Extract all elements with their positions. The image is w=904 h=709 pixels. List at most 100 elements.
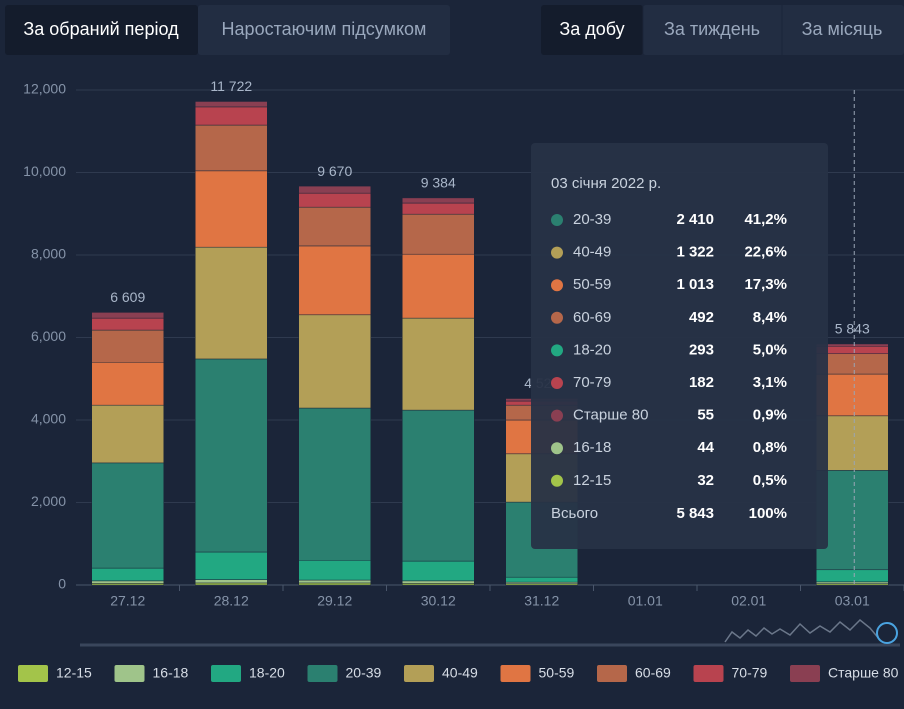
tooltip-value: 2 410 bbox=[676, 211, 714, 228]
tooltip-dot bbox=[551, 246, 563, 259]
tab[interactable]: За обраний період bbox=[23, 19, 179, 39]
tab[interactable]: За тиждень bbox=[664, 19, 760, 39]
tooltip-bg bbox=[531, 143, 828, 549]
bar-segment bbox=[402, 197, 475, 204]
tooltip-dot bbox=[551, 214, 563, 226]
tooltip-title: 03 січня 2022 р. bbox=[551, 175, 661, 192]
legend-swatch bbox=[211, 665, 241, 682]
bar-segment bbox=[298, 314, 371, 409]
bar-segment bbox=[816, 470, 889, 571]
tooltip-percent: 0,9% bbox=[753, 407, 787, 424]
total-label: 6 609 bbox=[110, 289, 145, 305]
tooltip-value: 492 bbox=[689, 309, 714, 326]
tooltip-name: 12-15 bbox=[573, 472, 611, 489]
y-tick-label: 2,000 bbox=[31, 493, 66, 509]
bar-segment bbox=[195, 106, 268, 126]
legend-label: 18-20 bbox=[249, 665, 285, 681]
bar-segment bbox=[298, 206, 371, 247]
tooltip-dot bbox=[551, 311, 563, 324]
tooltip-value: 32 bbox=[697, 472, 714, 489]
bar-segment bbox=[402, 409, 475, 562]
legend-swatch bbox=[114, 665, 145, 682]
bar-segment bbox=[505, 576, 578, 583]
y-tick-label: 12,000 bbox=[23, 81, 66, 97]
navigator-handle[interactable] bbox=[876, 622, 898, 644]
tooltip-percent: 5,0% bbox=[753, 341, 787, 358]
legend: 12-15 16-18 18-20 20-39 40-49 50-59 60-69 70-79… bbox=[18, 665, 899, 682]
navigator-line bbox=[724, 618, 881, 643]
bar-segment bbox=[91, 329, 164, 363]
legend-swatch bbox=[597, 665, 627, 682]
legend-label: 12-15 bbox=[56, 665, 92, 681]
bar-segment bbox=[195, 358, 268, 553]
legend-label: 50-59 bbox=[539, 665, 575, 681]
tooltip-value: 293 bbox=[689, 341, 714, 358]
bar-segment bbox=[195, 101, 268, 108]
tooltip-percent: 0,8% bbox=[753, 439, 787, 456]
legend-swatch bbox=[790, 665, 820, 682]
legend-label: 70-79 bbox=[732, 665, 768, 681]
y-tick-label: 8,000 bbox=[31, 246, 66, 262]
tooltip-value: 1 322 bbox=[676, 244, 714, 261]
y-tick-label: 10,000 bbox=[23, 163, 66, 179]
y-tick-label: 4,000 bbox=[31, 411, 66, 427]
legend-swatch bbox=[18, 665, 48, 682]
legend-swatch bbox=[500, 665, 531, 682]
x-tick-label: 27.12 bbox=[110, 593, 145, 609]
bar-segment bbox=[298, 582, 371, 586]
tooltip-name: 20-39 bbox=[573, 211, 611, 228]
bar-segment bbox=[195, 582, 268, 586]
tab[interactable]: За добу bbox=[559, 19, 624, 39]
legend-label: 20-39 bbox=[346, 665, 382, 681]
bar-segment bbox=[298, 245, 371, 316]
y-tick-label: 6,000 bbox=[31, 328, 66, 344]
x-tick-label: 29.12 bbox=[317, 593, 352, 609]
tooltip-total-name: Всього bbox=[551, 505, 598, 522]
tooltip-dot bbox=[551, 474, 563, 487]
tab-bg bbox=[541, 5, 643, 55]
x-tick-label: 30.12 bbox=[421, 593, 456, 609]
navigator bbox=[80, 618, 900, 647]
x-tick-label: 02.01 bbox=[731, 593, 766, 609]
bar-segment bbox=[195, 246, 268, 360]
bar-segment bbox=[91, 580, 164, 584]
tooltip-dot bbox=[551, 409, 563, 422]
total-label: 9 670 bbox=[317, 163, 352, 179]
bar-segment bbox=[91, 404, 164, 464]
x-tick-label: 03.01 bbox=[835, 593, 870, 609]
total-label: 9 384 bbox=[421, 175, 456, 191]
tooltip-name: 70-79 bbox=[573, 374, 611, 391]
tab[interactable]: Наростаючим підсумком bbox=[222, 19, 427, 39]
tooltip-name: 40-49 bbox=[573, 244, 611, 261]
legend-swatch bbox=[693, 665, 724, 682]
x-tick-label: 28.12 bbox=[214, 593, 249, 609]
bar-segment bbox=[298, 579, 371, 584]
tooltip: 03 січня 2022 р. 20-39 2 410 41,2% 40-49 1 32… bbox=[531, 143, 828, 549]
bar-segment bbox=[91, 362, 164, 406]
bar-segment bbox=[195, 579, 268, 584]
legend-label: 40-49 bbox=[442, 665, 478, 681]
tab-bg bbox=[643, 5, 904, 55]
bar-segment bbox=[298, 185, 371, 194]
bar-segment bbox=[91, 312, 164, 319]
bar-segment bbox=[816, 569, 889, 583]
tooltip-dot bbox=[551, 344, 563, 357]
tooltip-dot bbox=[551, 442, 563, 455]
tab[interactable]: За місяць bbox=[802, 19, 883, 39]
y-tick-label: 0 bbox=[58, 576, 66, 592]
bar-segment bbox=[402, 317, 475, 411]
tab-bg bbox=[5, 5, 198, 55]
bar-segment bbox=[195, 170, 268, 248]
tooltip-name: 16-18 bbox=[573, 439, 611, 456]
bar-segment bbox=[91, 567, 164, 582]
bar-segment bbox=[402, 253, 475, 319]
tooltip-name: 60-69 bbox=[573, 309, 611, 326]
tooltip-percent: 3,1% bbox=[753, 374, 787, 391]
bar-segment bbox=[402, 202, 475, 215]
tooltip-value: 55 bbox=[697, 407, 714, 424]
legend-label: Старше 80 bbox=[828, 665, 899, 681]
tooltip-percent: 22,6% bbox=[744, 244, 787, 261]
tooltip-name: Старше 80 bbox=[573, 407, 648, 424]
legend-swatch bbox=[404, 665, 434, 682]
legend-swatch bbox=[307, 665, 338, 682]
